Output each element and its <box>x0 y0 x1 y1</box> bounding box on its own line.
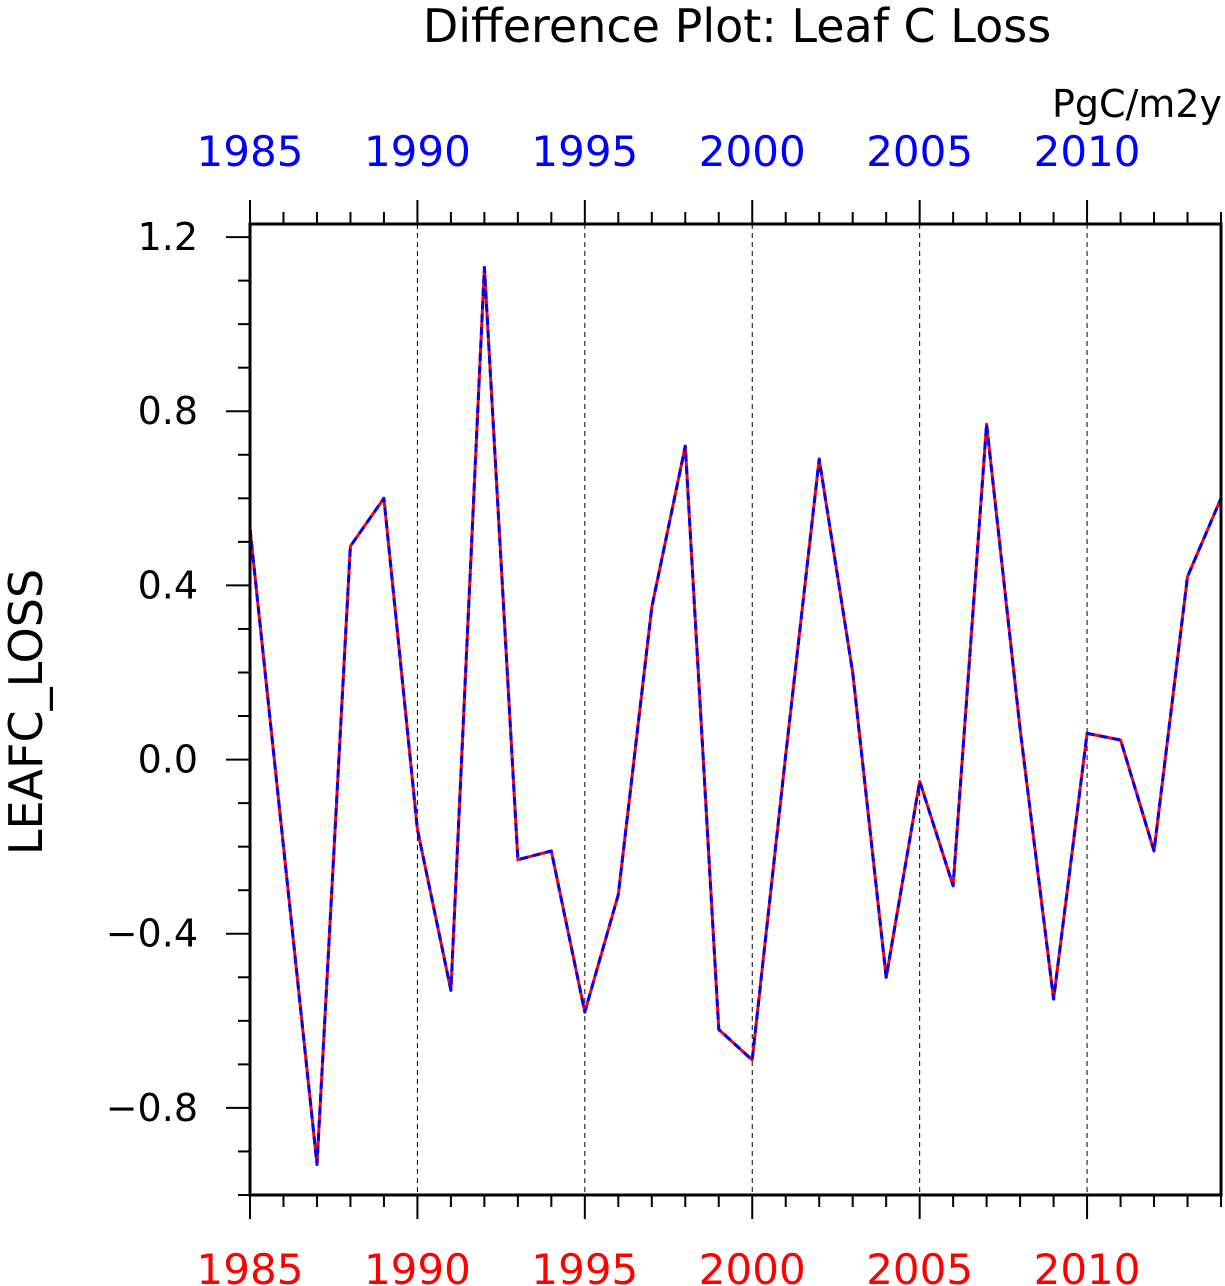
chart-title: Difference Plot: Leaf C Loss <box>423 0 1051 53</box>
x-tick-label-bottom: 1990 <box>364 1245 471 1286</box>
grid <box>249 224 1088 1195</box>
series-line-2 <box>248 266 1223 1166</box>
x-tick-label-top: 2005 <box>866 127 973 176</box>
y-axis-label: LEAFC_LOSS <box>0 569 53 855</box>
x-tick-label-bottom: 2010 <box>1034 1245 1141 1286</box>
y-tick-label: −0.4 <box>106 912 198 956</box>
series-line-1 <box>248 266 1223 1166</box>
y-ticks: 1.2 0.8 0.4 0.0 −0.4 −0.8 <box>106 215 250 1196</box>
x-tick-label-top: 1990 <box>364 127 471 176</box>
x-tick-label-top: 1995 <box>531 127 638 176</box>
x-tick-label-bottom: 1985 <box>197 1245 304 1286</box>
x-tick-label-top: 1985 <box>197 127 304 176</box>
plot-frame <box>248 222 1223 1197</box>
x-ticks: 1985 1985 1990 1990 1995 1995 2000 2000 2005 2005… <box>197 127 1222 1286</box>
x-tick-label-bottom: 2000 <box>699 1245 806 1286</box>
y-tick-label: 0.8 <box>138 389 198 433</box>
y-tick-label: 1.2 <box>138 215 198 259</box>
y-tick-label: 0.4 <box>138 563 198 607</box>
x-tick-label-top: 2000 <box>699 127 806 176</box>
series-group <box>248 266 1223 1166</box>
x-tick-label-bottom: 1995 <box>531 1245 638 1286</box>
x-tick-label-top: 2010 <box>1034 127 1141 176</box>
units-label: PgC/m2y <box>1052 82 1222 126</box>
y-tick-label: 0.0 <box>138 738 198 782</box>
x-tick-label-bottom: 2005 <box>866 1245 973 1286</box>
y-tick-label: −0.8 <box>106 1086 198 1130</box>
